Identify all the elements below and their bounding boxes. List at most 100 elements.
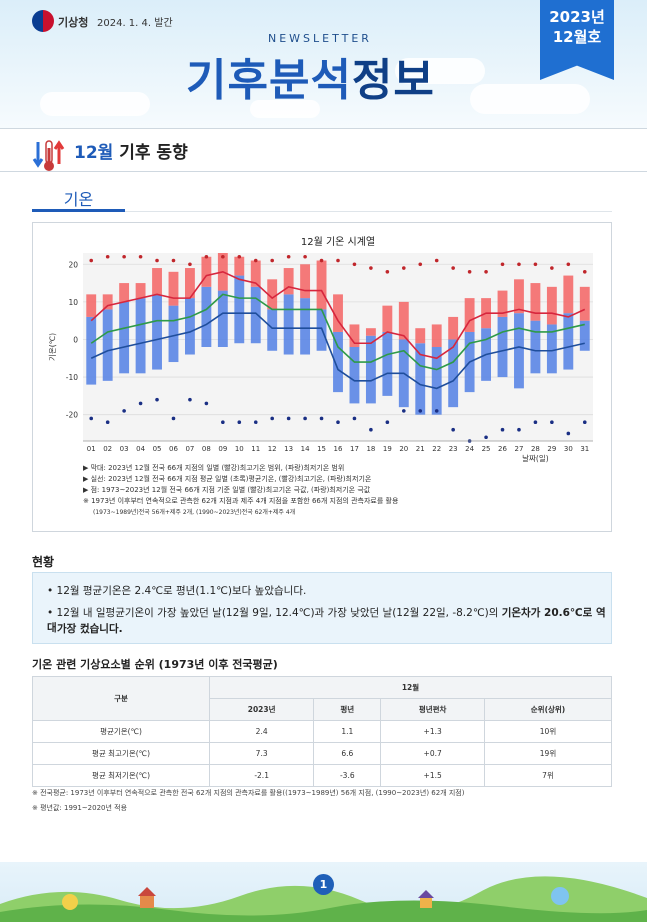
max-temp-range-bar bbox=[152, 268, 162, 295]
record-low-point bbox=[418, 409, 423, 413]
record-high-point bbox=[138, 254, 143, 259]
x-tick-label: 21 bbox=[416, 445, 425, 453]
record-low-point bbox=[204, 401, 209, 406]
min-temp-range-bar bbox=[168, 305, 179, 363]
max-temp-range-bar bbox=[365, 328, 376, 336]
newsletter-label: NEWSLETTER bbox=[268, 32, 372, 45]
newsletter-title: 기후분석정보 bbox=[186, 55, 435, 106]
record-low-point bbox=[500, 427, 505, 432]
record-high-point bbox=[221, 254, 225, 259]
y-tick-label: -10 bbox=[66, 373, 78, 382]
y-tick-label: 20 bbox=[68, 260, 78, 269]
x-tick-label: 05 bbox=[153, 445, 162, 453]
max-temp-range-bar bbox=[185, 268, 195, 299]
divider bbox=[125, 211, 612, 212]
y-tick-label: 0 bbox=[73, 335, 78, 344]
min-temp-range-bar bbox=[135, 298, 146, 374]
max-temp-range-bar bbox=[267, 279, 278, 310]
record-low-point bbox=[303, 416, 307, 421]
status-heading: 현황 bbox=[32, 555, 55, 569]
x-tick-label: 02 bbox=[103, 445, 112, 453]
record-low-point bbox=[237, 420, 242, 424]
min-temp-range-bar bbox=[349, 347, 360, 404]
cell: 2.4 bbox=[208, 720, 315, 743]
record-low-point bbox=[171, 416, 176, 421]
x-tick-label: 28 bbox=[531, 445, 540, 453]
chart-note: ▶ 막대: 2023년 12월 전국 66개 지점의 일별 (빨강)최고기온 범… bbox=[83, 464, 345, 472]
x-tick-label: 18 bbox=[366, 445, 375, 453]
record-low-point bbox=[221, 420, 225, 424]
record-low-point bbox=[270, 416, 274, 421]
x-tick-label: 17 bbox=[350, 445, 359, 453]
chart-title: 12월 기온 시계열 bbox=[301, 236, 375, 248]
x-tick-label: 30 bbox=[564, 445, 573, 453]
record-high-point bbox=[171, 258, 176, 263]
issue-ribbon: 2023년 12월호 bbox=[540, 0, 614, 80]
max-temp-range-bar bbox=[530, 283, 541, 321]
cell: +1.3 bbox=[380, 720, 486, 743]
temperature-chart: 12월 기온 시계열 20 10 0 -10 -20 기온(℃) 01 02 03 04 05 06 07… bbox=[48, 236, 593, 463]
record-high-point bbox=[451, 266, 455, 270]
y-axis-label: 기온(℃) bbox=[48, 333, 57, 361]
max-temp-range-bar bbox=[448, 316, 459, 340]
x-tick-label: 31 bbox=[580, 445, 589, 453]
issue-year: 2023년 bbox=[549, 8, 605, 26]
record-low-point bbox=[385, 420, 390, 424]
record-high-point bbox=[385, 270, 390, 274]
chart-note: ▶ 점: 1973~2023년 12월 전국 66개 지점 기준 일별 (빨강)… bbox=[83, 486, 371, 494]
min-temp-range-bar bbox=[201, 286, 212, 347]
record-low-point bbox=[105, 420, 110, 424]
max-temp-range-bar bbox=[514, 279, 524, 314]
max-temp-range-bar bbox=[497, 290, 508, 317]
rank-table: 구분 12월 2023년 평년 평년편차 순위(상위) 평균기온(℃) 2.4 … bbox=[32, 676, 612, 787]
x-tick-label: 12 bbox=[268, 445, 277, 453]
max-temp-range-bar bbox=[333, 294, 343, 332]
x-tick-label: 01 bbox=[87, 445, 96, 453]
table-row: 평균 최저기온(℃) -2.1 -3.6 +1.5 7위 bbox=[32, 764, 612, 787]
status-line-1: • 12월 평균기온은 2.4℃로 평년(1.1℃)보다 높았습니다. bbox=[47, 585, 307, 597]
cell: +0.7 bbox=[380, 742, 486, 765]
record-high-point bbox=[484, 270, 488, 274]
min-temp-range-bar bbox=[579, 320, 590, 351]
thermometer-icon bbox=[32, 140, 65, 171]
divider bbox=[0, 128, 647, 129]
x-tick-label: 26 bbox=[498, 445, 507, 453]
x-tick-label: 14 bbox=[301, 445, 310, 453]
record-low-point bbox=[253, 420, 258, 424]
record-low-point bbox=[336, 420, 340, 424]
section-title: 12월 기후 동향 bbox=[74, 143, 188, 163]
min-temp-range-bar bbox=[250, 286, 261, 344]
min-temp-range-bar bbox=[234, 275, 245, 344]
record-high-point bbox=[550, 266, 554, 270]
max-temp-range-bar bbox=[431, 324, 442, 347]
record-high-point bbox=[500, 262, 505, 267]
cell: 19위 bbox=[484, 742, 612, 765]
issue-month: 12월호 bbox=[552, 28, 602, 46]
record-low-point bbox=[188, 397, 192, 402]
chart-note: (1973~1989년)전국 56개+제주 2개, (1990~2023년)전국… bbox=[93, 509, 296, 516]
record-high-point bbox=[467, 270, 472, 274]
record-high-point bbox=[434, 258, 439, 263]
record-high-point bbox=[517, 262, 521, 267]
avg-min-temp-line bbox=[90, 312, 585, 390]
record-low-point bbox=[89, 416, 94, 421]
status-box: • 12월 평균기온은 2.4℃로 평년(1.1℃)보다 높았습니다. • 12… bbox=[32, 572, 612, 644]
cell: 6.6 bbox=[313, 742, 382, 765]
table-row: 평균 최고기온(℃) 7.3 6.6 +0.7 19위 bbox=[32, 742, 612, 765]
tab-temperature[interactable]: 기온 bbox=[63, 190, 94, 209]
x-axis-label: 날짜(일) bbox=[522, 453, 549, 463]
min-temp-range-bar bbox=[119, 301, 130, 374]
max-temp-range-bar bbox=[382, 305, 393, 332]
record-low-point bbox=[533, 420, 538, 424]
max-temp-range-bar bbox=[316, 260, 327, 310]
record-low-point bbox=[566, 431, 571, 436]
min-temp-range-bar bbox=[431, 347, 442, 415]
min-temp-range-bar bbox=[86, 316, 97, 385]
record-high-point bbox=[286, 254, 291, 259]
chart-note: ※ 1973년 이후부터 연속적으로 관측한 62개 지점과 제주 4개 지점을… bbox=[83, 497, 399, 505]
cell: -2.1 bbox=[208, 764, 315, 787]
record-high-point bbox=[155, 258, 159, 263]
max-temp-range-bar bbox=[300, 264, 311, 299]
min-temp-range-bar bbox=[185, 298, 195, 355]
header-col: 2023년 bbox=[208, 698, 315, 721]
